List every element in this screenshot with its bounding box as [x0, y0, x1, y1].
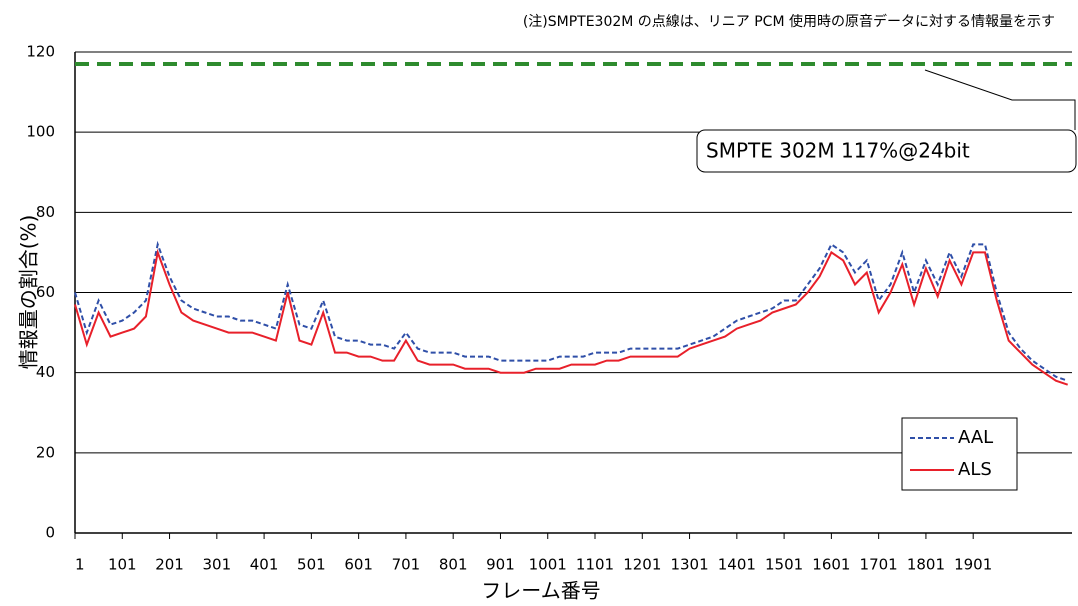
- x-tick-label: 801: [439, 556, 468, 574]
- y-tick-label: 20: [36, 443, 55, 461]
- x-tick-label: 201: [155, 556, 184, 574]
- y-axis-label: 情報量の割合(%): [17, 215, 41, 370]
- x-axis-label: フレーム番号: [481, 579, 600, 603]
- x-tick-label: 701: [392, 556, 421, 574]
- x-tick-label: 101: [108, 556, 137, 574]
- x-tick-label: 301: [203, 556, 232, 574]
- legend-label: ALS: [958, 459, 992, 480]
- y-tick-label: 0: [45, 524, 55, 542]
- y-tick-label: 120: [26, 43, 55, 61]
- x-tick-label: 901: [486, 556, 515, 574]
- series-line: [74, 240, 1069, 382]
- x-tick-label: 1101: [576, 556, 614, 574]
- x-tick-label: 401: [250, 556, 279, 574]
- note: (注)SMPTE302M の点線は、リニア PCM 使用時の原音データに対する情…: [523, 13, 1055, 30]
- x-tick-label: 601: [344, 556, 373, 574]
- x-tick-label: 1601: [812, 556, 850, 574]
- x-tick-label: 501: [297, 556, 326, 574]
- x-tick-label: 1: [75, 556, 85, 574]
- x-tick-label: 1201: [623, 556, 661, 574]
- x-tick-label: 1801: [907, 556, 945, 574]
- x-tick-label: 1301: [670, 556, 708, 574]
- legend-box: [901, 417, 1018, 491]
- x-tick-label: 1401: [718, 556, 756, 574]
- callout-label: SMPTE 302M 117%@24bit: [706, 139, 970, 163]
- y-tick-label: 100: [26, 123, 55, 141]
- x-tick-label: 1701: [860, 556, 898, 574]
- y-tick-label: 40: [36, 363, 55, 381]
- callout-line: [924, 69, 1076, 130]
- x-tick-label: 1501: [765, 556, 803, 574]
- series-line: [74, 248, 1069, 386]
- legend: AAL ALS: [901, 417, 1018, 491]
- x-tick-label: 1901: [954, 556, 992, 574]
- legend-label: AAL: [958, 427, 993, 448]
- y-tick-label: 80: [36, 203, 55, 221]
- y-tick-label: 60: [36, 283, 55, 301]
- x-tick-label: 1001: [529, 556, 567, 574]
- callout-box: [696, 129, 1077, 173]
